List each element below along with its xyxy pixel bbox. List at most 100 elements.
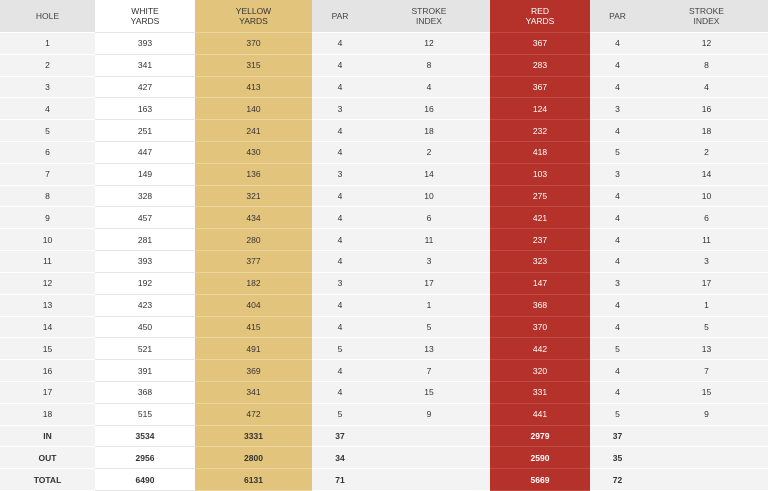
cell: 6	[0, 142, 95, 164]
cell: 5	[0, 120, 95, 143]
cell: 281	[95, 229, 195, 252]
cell: 4	[645, 76, 768, 99]
cell-text: 14	[424, 169, 434, 180]
cell-text: 3	[337, 278, 343, 289]
cell-text: 37	[335, 430, 345, 441]
cell: 491	[195, 338, 312, 361]
cell: 370	[490, 316, 590, 339]
cell: 393	[95, 251, 195, 273]
total-cell: 2956	[95, 447, 195, 470]
cell: 4	[312, 185, 368, 208]
cell-text: 4	[337, 387, 343, 398]
cell-text: 124	[532, 103, 548, 114]
header-cell: YELLOW YARDS	[195, 0, 312, 33]
cell: 15	[0, 338, 95, 361]
cell: 3	[312, 272, 368, 295]
cell: 423	[95, 294, 195, 317]
cell-text: 18	[424, 125, 434, 136]
cell-text: 4	[426, 82, 432, 92]
cell-text: STROKE	[411, 6, 447, 16]
header-cell: PAR	[312, 0, 368, 33]
total-cell: 2800	[195, 447, 312, 470]
cell: 447	[95, 142, 195, 164]
cell: 2	[0, 54, 95, 77]
total-cell	[645, 469, 768, 491]
cell-text: 328	[137, 191, 153, 202]
cell: 4	[590, 294, 645, 317]
cell: 10	[645, 185, 768, 208]
cell-text: 370	[246, 38, 261, 49]
cell-text: 7	[45, 169, 50, 180]
cell: 4	[312, 142, 368, 164]
cell-text: 6490	[135, 474, 155, 485]
cell: 367	[490, 76, 590, 99]
cell-text: 472	[246, 409, 261, 420]
cell: 368	[95, 381, 195, 404]
cell-text: 5	[704, 321, 709, 332]
cell-text: 12	[42, 278, 53, 289]
cell: 4	[590, 76, 645, 99]
cell-text: 10	[701, 191, 712, 202]
cell: 413	[195, 76, 312, 99]
cell-text: 441	[532, 409, 548, 420]
cell-text: PAR	[609, 11, 626, 21]
cell-text: 447	[137, 147, 153, 158]
cell-text: 515	[137, 409, 153, 420]
total-cell: 3331	[195, 425, 312, 448]
cell: 124	[490, 98, 590, 121]
cell-text: 341	[137, 60, 153, 71]
cell: 7	[0, 163, 95, 186]
cell-text: 393	[137, 38, 153, 49]
cell-text: 12	[701, 38, 712, 49]
cell: 415	[195, 316, 312, 339]
cell: 4	[590, 207, 645, 230]
cell-text: 5	[337, 343, 343, 354]
cell: 3	[645, 251, 768, 273]
cell-text: 367	[532, 82, 548, 92]
cell-text: 34	[335, 452, 345, 463]
cell-text: 12	[424, 38, 434, 49]
cell: 2	[645, 142, 768, 164]
cell-text: 4	[615, 321, 620, 332]
cell-text: 3	[615, 169, 620, 180]
cell: 15	[645, 381, 768, 404]
cell-text: 491	[246, 343, 261, 354]
cell: 8	[0, 185, 95, 208]
cell-text: 8	[426, 60, 432, 71]
cell: 3	[312, 163, 368, 186]
cell-text: 3331	[244, 430, 263, 441]
cell: 3	[590, 272, 645, 295]
cell: 7	[645, 360, 768, 382]
cell: 12	[368, 33, 490, 55]
cell: 4	[312, 229, 368, 252]
cell-text: 4	[615, 191, 620, 202]
cell-text: 2590	[530, 452, 550, 463]
header-cell: RED YARDS	[490, 0, 590, 33]
cell-text: INDEX	[693, 16, 720, 26]
cell-text: 4	[615, 234, 620, 245]
cell-text: 2	[426, 147, 432, 158]
cell-text: 377	[246, 256, 261, 267]
cell-text: 3	[704, 256, 709, 267]
cell-text: 5	[45, 125, 50, 136]
cell: 418	[490, 142, 590, 164]
cell-text: 3	[615, 103, 620, 114]
total-cell: 37	[590, 425, 645, 448]
total-cell: 2979	[490, 425, 590, 448]
cell-text: 415	[246, 321, 261, 332]
cell: 4	[590, 120, 645, 143]
cell: 427	[95, 76, 195, 99]
cell: 17	[368, 272, 490, 295]
cell-text: 4	[337, 82, 343, 92]
total-cell: 6490	[95, 469, 195, 491]
total-cell: OUT	[0, 447, 95, 470]
cell-text: 4	[337, 147, 343, 158]
cell: 5	[590, 338, 645, 361]
header-cell: STROKE INDEX	[645, 0, 768, 33]
cell: 4	[312, 381, 368, 404]
cell: 328	[95, 185, 195, 208]
cell-text: 280	[246, 234, 261, 245]
cell: 450	[95, 316, 195, 339]
cell-text: 321	[246, 191, 261, 202]
cell-text: 11	[43, 256, 52, 267]
